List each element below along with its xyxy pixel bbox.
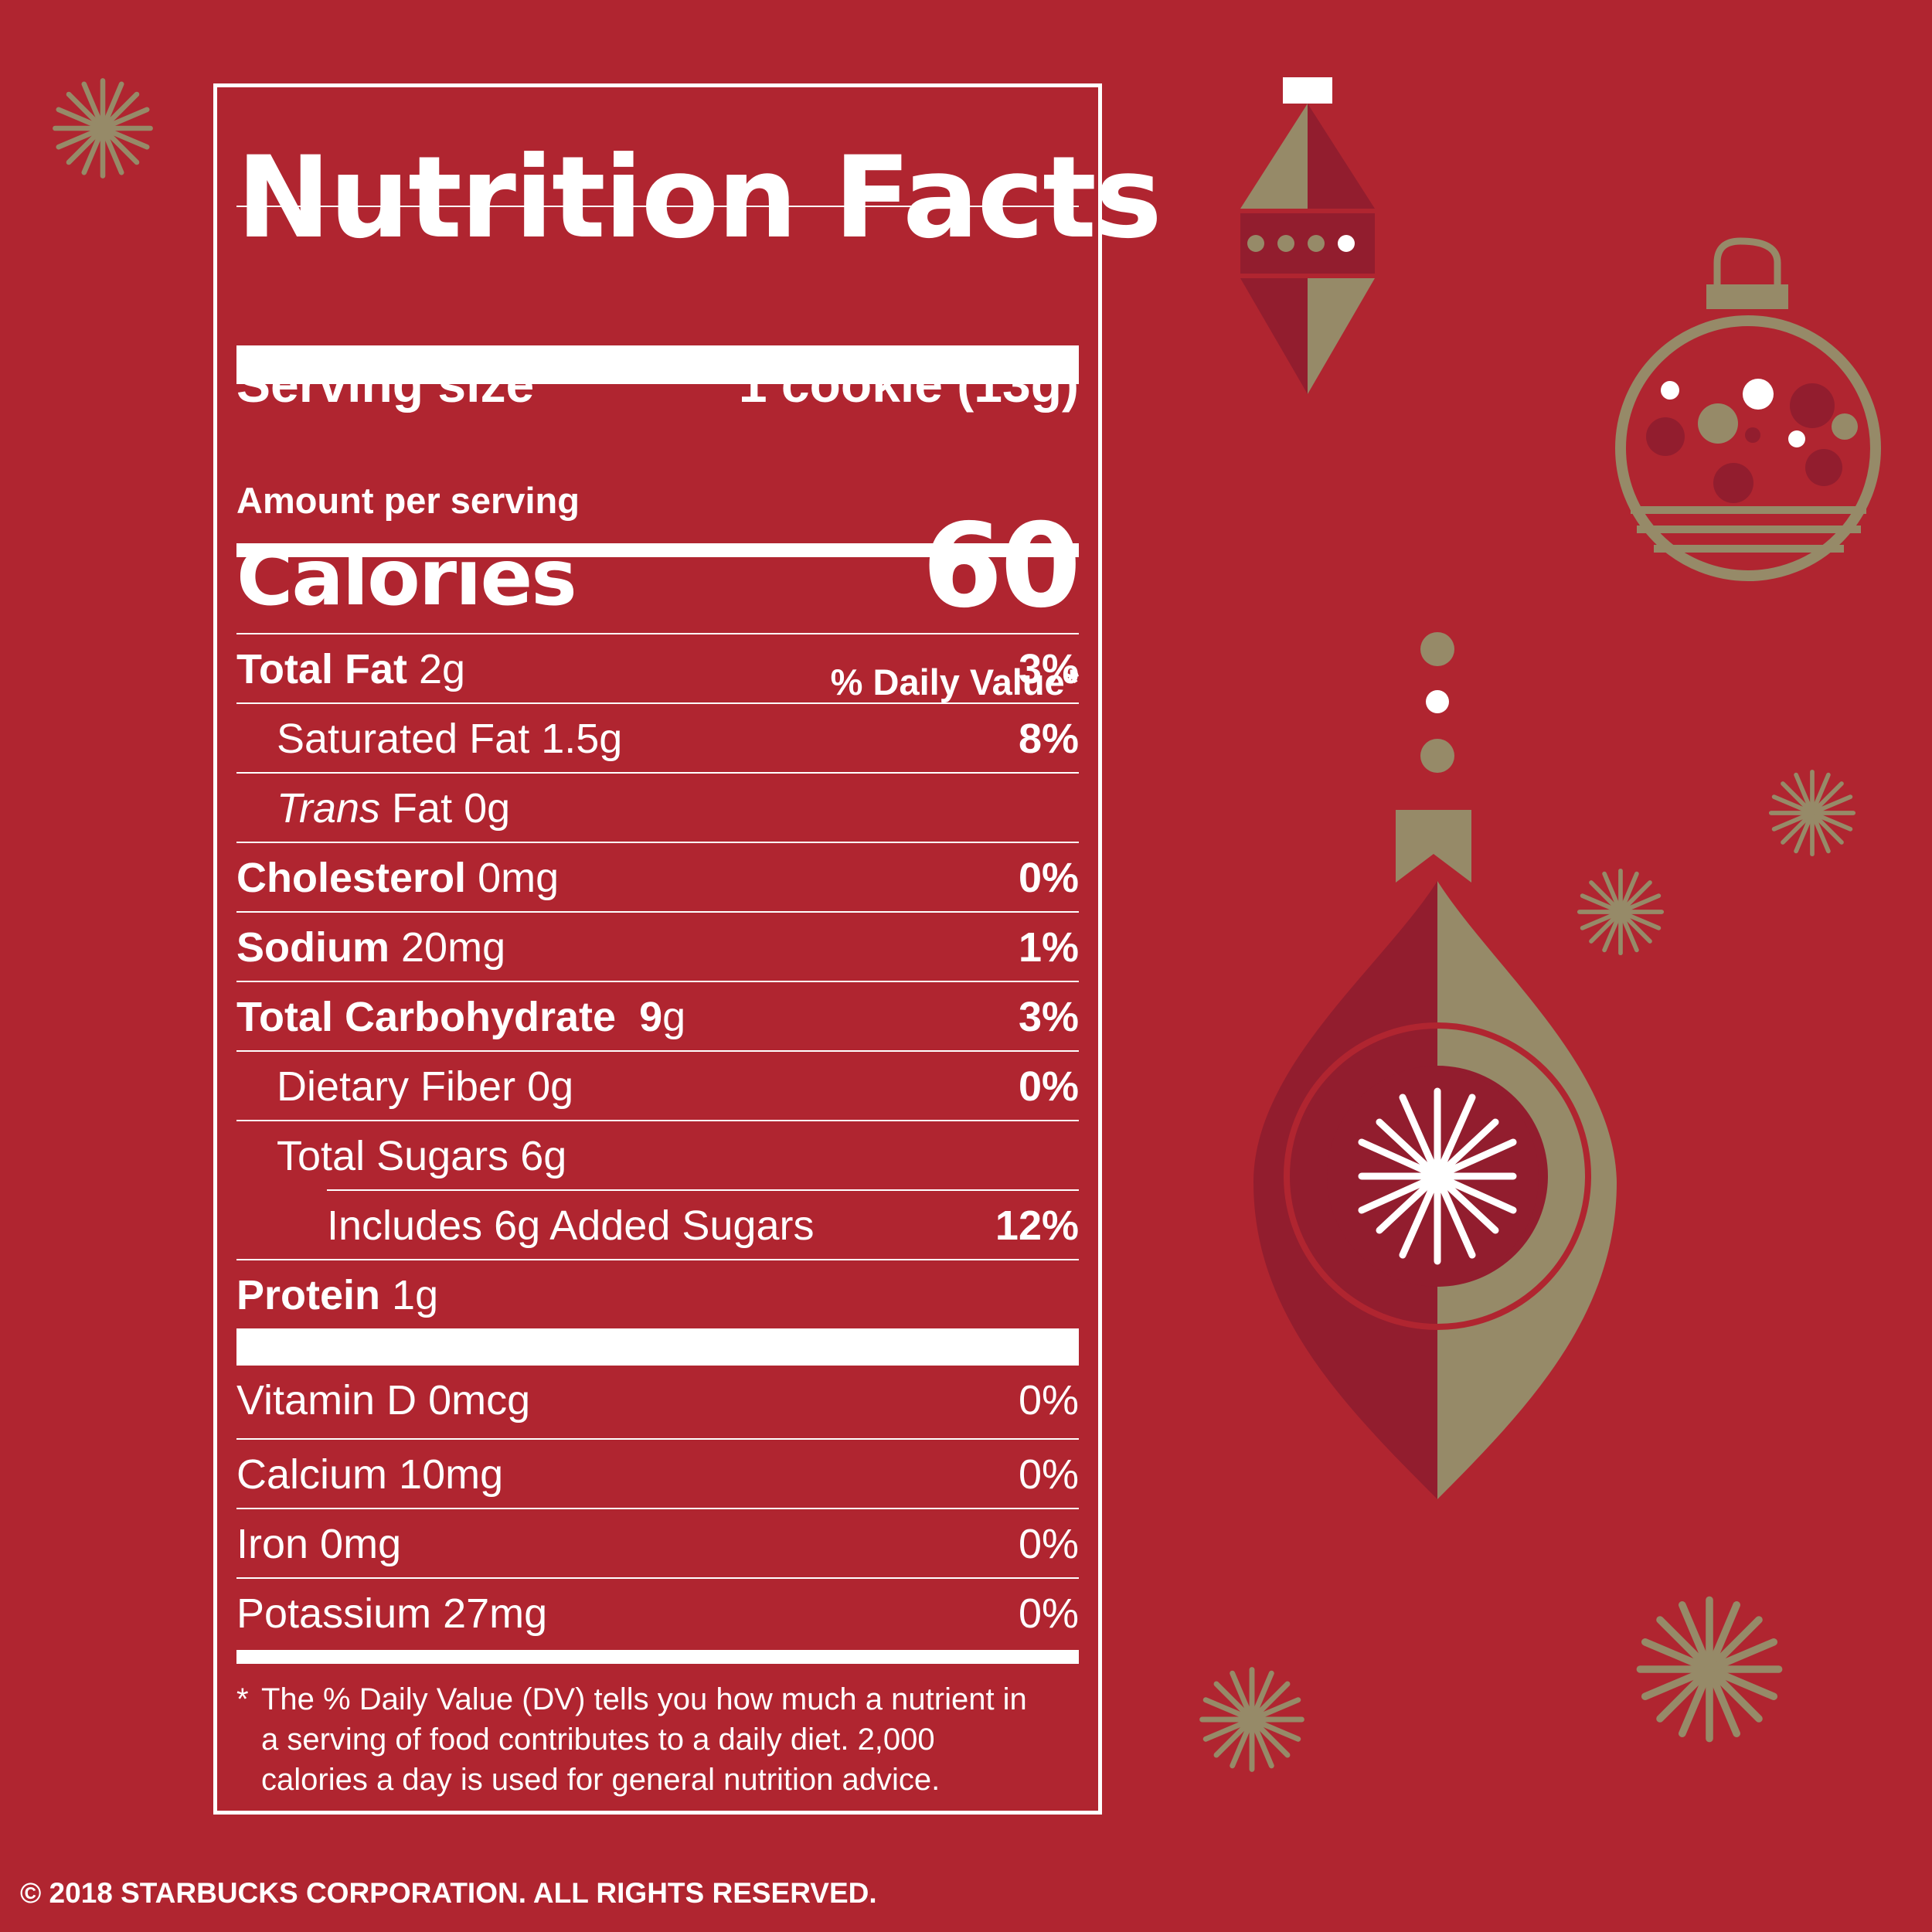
ball-ornament-icon (1615, 237, 1881, 581)
title-rule (236, 206, 1079, 207)
nutrient-dv: 12% (995, 1202, 1079, 1249)
nutrition-facts-panel: Nutrition Facts Serving size 1 cookie (1… (213, 83, 1162, 1815)
vitamin-row-potassium: Potassium 27mg 0% (236, 1577, 1079, 1647)
nutrient-dv: 0% (1018, 855, 1079, 901)
vitamin-row-calcium: Calcium 10mg 0% (236, 1438, 1079, 1508)
nutrient-amount: 1.5g (541, 716, 623, 762)
nutrient-row-total-fat: Total Fat 2g 3% (236, 633, 1079, 702)
vitamin-name: Potassium 27mg (236, 1590, 548, 1637)
footnote-star: * (236, 1682, 249, 1716)
nutrient-row-sodium: Sodium 20mg 1% (236, 911, 1079, 981)
nutrient-name: Total Fat (236, 646, 407, 692)
vitamin-row-vitamin-d: Vitamin D 0mcg 0% (236, 1366, 1079, 1435)
amount-per-serving: Amount per serving (236, 480, 580, 521)
nutrient-row-protein: Protein 1g (236, 1259, 1079, 1328)
nutrient-amount: 6g (520, 1133, 567, 1179)
nutrient-row-dietary-fiber: Dietary Fiber 0g 0% (236, 1050, 1079, 1120)
nutrient-name: Includes 6g Added Sugars (327, 1202, 815, 1249)
vitamin-dv: 0% (1018, 1521, 1079, 1567)
nutrient-amount: 9 (639, 994, 663, 1040)
nutrient-dv: 3% (1018, 646, 1079, 692)
nutrient-name: Saturated Fat (277, 716, 530, 762)
vitamin-dv: 0% (1018, 1377, 1079, 1423)
nutrient-amount: 0mg (478, 855, 560, 901)
drop-ornament-icon (1253, 632, 1617, 1499)
nutrient-amount: 20mg (401, 924, 506, 971)
nutrient-name: Dietary Fiber (277, 1063, 516, 1110)
vitamin-dv: 0% (1018, 1590, 1079, 1637)
nutrient-row-added-sugars: Includes 6g Added Sugars 12% (327, 1189, 1079, 1259)
thick-rule-protein (236, 1328, 1079, 1366)
vitamin-name: Vitamin D 0mcg (236, 1377, 531, 1423)
nutrient-dv: 1% (1018, 924, 1079, 971)
nutrient-row-saturated-fat: Saturated Fat 1.5g 8% (236, 702, 1079, 772)
nutrient-amount: Fat 0g (392, 785, 511, 832)
vitamin-row-iron: Iron 0mg 0% (236, 1508, 1079, 1577)
nutrient-dv: 3% (1018, 994, 1079, 1040)
thick-rule-serving (236, 345, 1079, 384)
vitamin-dv: 0% (1018, 1451, 1079, 1498)
nutrient-dv: 0% (1018, 1063, 1079, 1110)
diamond-ornament-icon (1240, 77, 1375, 394)
copyright-notice: © 2018 STARBUCKS CORPORATION. ALL RIGHTS… (20, 1877, 877, 1909)
nutrient-name: Trans (277, 785, 381, 832)
thick-rule-calories (236, 543, 1079, 557)
nutrient-name: Protein (236, 1272, 381, 1318)
vitamin-name: Calcium 10mg (236, 1451, 504, 1498)
nutrient-amount: 2g (419, 646, 466, 692)
calories-value: 60 (922, 499, 1081, 634)
nutrient-unit: g (662, 994, 686, 1040)
daily-value-header: % Daily Value* (830, 662, 1079, 702)
nutrition-facts-title: Nutrition Facts (236, 132, 1162, 264)
thick-rule-footnote (236, 1650, 1079, 1664)
nutrient-name: Cholesterol (236, 855, 467, 901)
nutrient-amount: 0g (527, 1063, 574, 1110)
nutrient-name: Sodium (236, 924, 389, 971)
nutrient-amount: 1g (392, 1272, 439, 1318)
footnote-text: The % Daily Value (DV) tells you how muc… (261, 1682, 1027, 1797)
nutrient-row-trans-fat: Trans Fat 0g (236, 772, 1079, 842)
nutrient-row-total-carbohydrate: Total Carbohydrate 9g 3% (236, 981, 1079, 1050)
nutrient-row-total-sugars: Total Sugars 6g (236, 1120, 1079, 1189)
nutrient-name: Total Carbohydrate (236, 994, 617, 1040)
nutrient-row-cholesterol: Cholesterol 0mg 0% (236, 842, 1079, 911)
vitamin-name: Iron 0mg (236, 1521, 402, 1567)
nutrient-dv: 8% (1018, 716, 1079, 762)
nutrient-name: Total Sugars (277, 1133, 509, 1179)
